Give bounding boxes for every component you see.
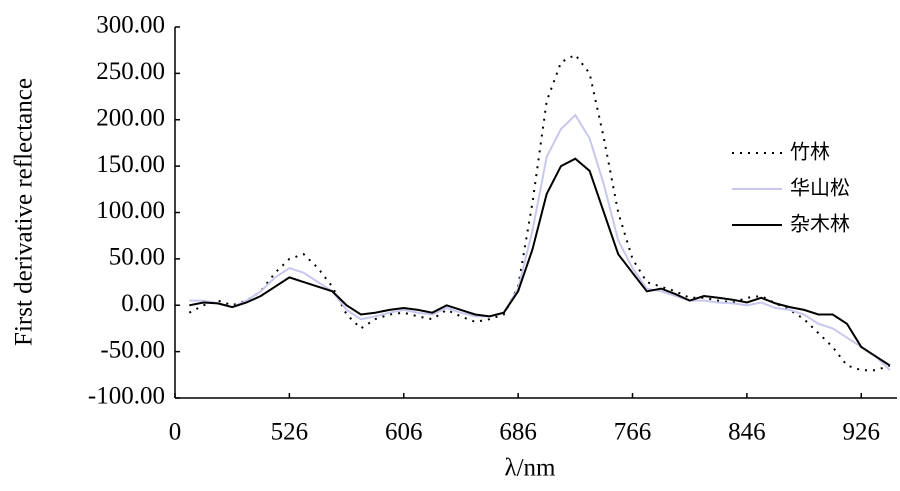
x-tick-label: 0 (169, 419, 182, 446)
legend-label: 竹林 (790, 140, 830, 164)
data-line (189, 157, 891, 367)
y-tick-label: -100.00 (88, 383, 165, 410)
x-tick-label: 606 (385, 419, 423, 446)
y-tick-label: 100.00 (96, 197, 165, 224)
data-line (188, 53, 891, 372)
x-axis-title: λ/nm (504, 455, 556, 482)
y-tick-label: 300.00 (96, 12, 165, 39)
y-tick-label: 150.00 (96, 151, 165, 178)
y-axis-title: First derivative reflectance (11, 78, 38, 346)
legend-label: 华山松 (790, 176, 850, 200)
y-tick-label: 200.00 (96, 104, 165, 131)
y-tick-label: 50.00 (109, 244, 165, 271)
legend-label: 杂木林 (790, 212, 850, 236)
y-tick-label: -50.00 (100, 336, 165, 363)
x-tick-label: 926 (843, 419, 881, 446)
y-tick-label: 0.00 (121, 290, 165, 317)
y-tick-label: 250.00 (96, 58, 165, 85)
data-line (189, 113, 891, 371)
x-tick-label: 846 (728, 419, 766, 446)
x-tick-label: 766 (614, 419, 652, 446)
x-tick-label: 686 (499, 419, 537, 446)
x-tick-label: 526 (271, 419, 309, 446)
